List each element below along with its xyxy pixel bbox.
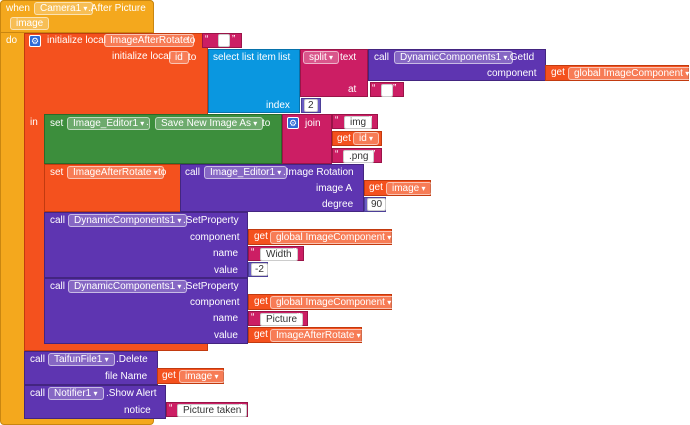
split-text-label: text [340,52,357,63]
get-id-dropdown[interactable]: id [353,132,380,145]
sp2-method: .SetProperty [183,281,239,292]
local-var-id[interactable]: id [169,51,189,64]
index-value[interactable]: 2 [304,99,318,112]
do-label: do [6,35,18,46]
sp2-component-label: component [190,297,240,308]
set-var-dropdown[interactable]: ImageAfterRotate [67,166,164,179]
in-label: in [30,117,38,128]
sp1-method: .SetProperty [183,215,239,226]
get-label: get [254,329,268,340]
quote-open-icon: “ [372,83,376,94]
quote-close-icon: ” [369,115,373,126]
get-var-dropdown[interactable]: global ImageComponent [568,67,690,80]
list-label: list [278,52,291,63]
to-label: to [187,35,196,46]
value-number-field[interactable]: -2 [251,263,268,276]
call-label: call [50,215,66,226]
width-string-field[interactable]: Width [260,248,298,261]
degree-value[interactable]: 90 [367,198,387,211]
notice-label: notice [124,405,151,416]
image-a-label: image A [316,183,353,194]
get-image-dropdown[interactable]: image [386,182,432,195]
get-label: get [254,296,268,307]
empty-string-field[interactable] [218,34,230,47]
set-component-dropdown[interactable]: Image_Editor1 [67,117,151,130]
getid-component-dropdown[interactable]: DynamicComponents1 [394,51,514,64]
underscore-string-field[interactable] [381,84,393,97]
file-name-label: file Name [105,371,148,382]
get-image-dropdown[interactable]: image [179,370,225,383]
sp1-component-dropdown[interactable]: DynamicComponents1 [68,214,188,227]
sp1-component-label: component [190,232,240,243]
getid-component-label: component [487,68,537,79]
sp2-name-label: name [213,313,239,324]
sp2-value-label: value [214,330,238,341]
quote-open-icon: “ [205,34,209,45]
join-block[interactable] [282,114,332,164]
get-var-dropdown[interactable]: global ImageComponent [270,231,398,244]
quote-close-icon: ” [372,149,376,160]
select-list-item-block[interactable] [208,49,300,113]
quote-close-icon: ” [293,247,297,258]
split-at-label: at [348,84,357,95]
call-label: call [185,167,201,178]
to-label: to [262,118,271,129]
degree-label: degree [322,199,354,210]
img-string-field[interactable]: img [344,116,373,129]
get-label: get [551,67,565,78]
png-string-field[interactable]: .png [343,150,375,163]
init-local-label-2: initialize local [112,51,171,62]
call-label: call [30,354,46,365]
quote-open-icon: “ [335,149,339,160]
quote-open-icon: “ [335,115,339,126]
sp1-value-label: value [214,265,238,276]
alert-component-dropdown[interactable]: Notifier1 [48,387,104,400]
call-label: call [50,281,66,292]
split-dropdown[interactable]: split [303,51,340,64]
select-list-item-label: select list item [213,52,276,63]
quote-open-icon: “ [251,247,255,258]
delete-component-dropdown[interactable]: TaifunFile1 [48,353,115,366]
event-param-image[interactable]: image [10,17,50,30]
sp1-name-label: name [213,248,239,259]
quote-close-icon: ” [239,403,243,414]
set-property-dropdown[interactable]: Save New Image As [155,117,264,130]
rotate-method: .Image Rotation [283,167,354,178]
index-label: index [266,100,290,111]
get-label: get [162,370,176,381]
rotate-component-dropdown[interactable]: Image_Editor1 [204,166,288,179]
set-label: set [50,118,64,129]
quote-open-icon: “ [169,403,173,414]
call-label: call [374,52,390,63]
set-label: set [50,167,64,178]
quote-close-icon: ” [297,312,301,323]
join-label: join [305,118,321,129]
mutator-gear-icon[interactable]: ⚙ [29,35,41,47]
get-label: get [337,133,351,144]
call-label: call [30,388,46,399]
get-label: get [369,182,383,193]
quote-close-icon: ” [393,83,397,94]
local-var-imageafterrotate[interactable]: ImageAfterRotate [104,34,195,47]
getid-method: .GetId [507,52,535,63]
sp2-component-dropdown[interactable]: DynamicComponents1 [68,280,188,293]
picture-string-field[interactable]: Picture [260,313,304,326]
delete-method: .Delete [116,354,148,365]
event-name: .After Picture [88,3,146,14]
dot: . [146,117,149,128]
get-imageafterrotate-dropdown[interactable]: ImageAfterRotate [270,329,367,342]
alert-method: .Show Alert [106,388,157,399]
event-component-dropdown[interactable]: Camera1 [34,2,94,15]
when-label: when [6,3,30,14]
quote-open-icon: “ [251,312,255,323]
get-var-dropdown[interactable]: global ImageComponent [270,296,398,309]
init-local-label: initialize local [47,35,106,46]
join-mutator-gear-icon[interactable]: ⚙ [287,117,299,129]
to-label: to [158,167,167,178]
quote-close-icon: ” [232,34,236,45]
picture-taken-field[interactable]: Picture taken [177,404,248,417]
get-label: get [254,231,268,242]
to-label-2: to [188,52,197,63]
